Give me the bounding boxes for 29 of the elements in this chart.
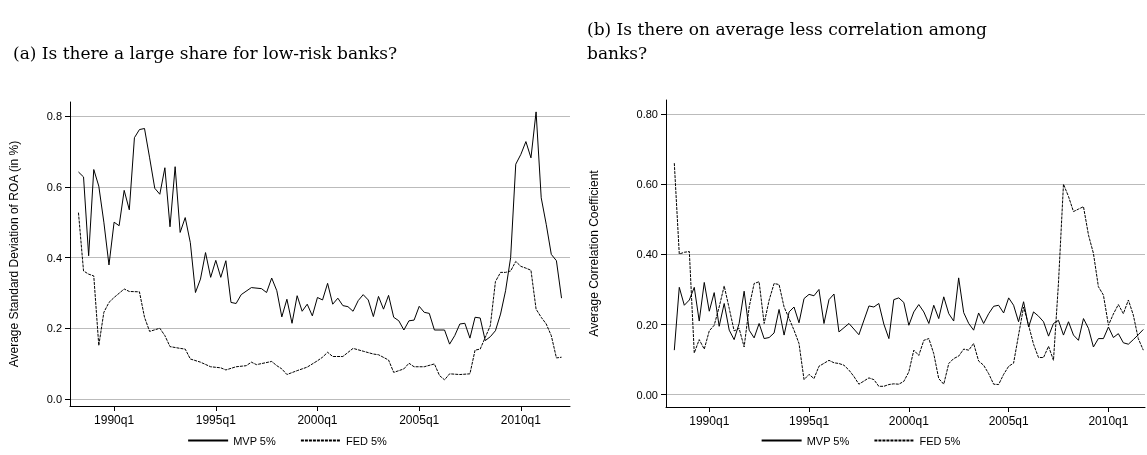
y-axis-title: Average Correlation Coefficient (587, 169, 601, 337)
x-tick-label: 2005q1 (399, 413, 440, 427)
y-axis-title: Average Standard Deviation of ROA (in %) (7, 140, 21, 368)
chart-title: (b) Is there on average less correlation among banks? (587, 19, 993, 63)
y-tick-label: 0.6 (46, 180, 62, 193)
x-tick-label: 1990q1 (94, 413, 135, 427)
x-tick-label: 1995q1 (195, 413, 237, 427)
y-tick-label: 0.4 (46, 251, 62, 264)
legend-label: FED 5% (919, 434, 961, 447)
y-tick-label: 0.60 (636, 178, 658, 191)
y-tick-label: 0.20 (636, 318, 658, 331)
legend-label: MVP 5% (233, 434, 276, 447)
x-tick-label: 2005q1 (988, 414, 1030, 428)
y-tick-label: 0.40 (636, 248, 658, 261)
legend-label: FED 5% (345, 434, 388, 447)
y-tick-label: 0.80 (636, 108, 658, 121)
x-tick-label: 2010q1 (500, 413, 542, 427)
line-series (673, 162, 1144, 387)
y-tick-label: 0.8 (46, 110, 62, 123)
x-tick-label: 1995q1 (789, 414, 830, 428)
x-tick-label: 2000q1 (297, 413, 338, 427)
y-tick-label: 0.00 (636, 388, 658, 401)
y-tick-label: 0.2 (46, 322, 62, 335)
chart-title: (a) Is there a large share for low-risk banks? (13, 43, 398, 63)
legend-label: MVP 5% (806, 434, 850, 447)
x-tick-label: 1990q1 (689, 414, 730, 428)
x-tick-label: 2000q1 (888, 414, 930, 428)
y-tick-label: 0.0 (46, 392, 62, 405)
x-tick-label: 2010q1 (1088, 414, 1129, 428)
